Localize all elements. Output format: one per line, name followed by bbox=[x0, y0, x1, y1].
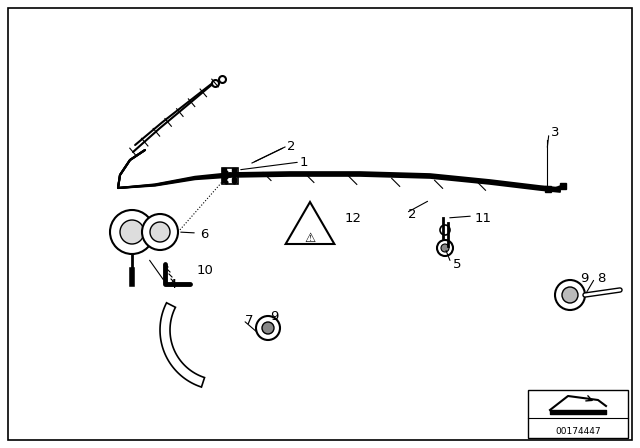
Text: 10: 10 bbox=[197, 263, 214, 276]
Text: 9: 9 bbox=[580, 271, 588, 284]
Text: 3: 3 bbox=[551, 126, 559, 139]
Circle shape bbox=[440, 225, 450, 235]
Text: 4: 4 bbox=[168, 279, 177, 292]
Text: 5: 5 bbox=[453, 258, 461, 271]
Circle shape bbox=[120, 220, 144, 244]
Text: 2: 2 bbox=[287, 141, 296, 154]
Text: 11: 11 bbox=[475, 211, 492, 224]
Circle shape bbox=[256, 316, 280, 340]
Circle shape bbox=[150, 222, 170, 242]
Text: 6: 6 bbox=[200, 228, 209, 241]
Circle shape bbox=[562, 287, 578, 303]
Circle shape bbox=[437, 240, 453, 256]
Text: 8: 8 bbox=[597, 271, 605, 284]
Circle shape bbox=[142, 214, 178, 250]
Text: 12: 12 bbox=[345, 211, 362, 224]
Text: 2: 2 bbox=[408, 208, 417, 221]
Text: 00174447: 00174447 bbox=[555, 426, 601, 435]
Bar bbox=[528, 390, 628, 438]
Polygon shape bbox=[285, 202, 334, 244]
Text: 1: 1 bbox=[300, 155, 308, 168]
Circle shape bbox=[262, 322, 274, 334]
Circle shape bbox=[110, 210, 154, 254]
Circle shape bbox=[555, 280, 585, 310]
Polygon shape bbox=[160, 303, 205, 387]
Text: ⚠: ⚠ bbox=[305, 232, 316, 245]
Circle shape bbox=[441, 244, 449, 252]
Bar bbox=[222, 168, 238, 184]
Text: 7: 7 bbox=[245, 314, 253, 327]
Text: 9: 9 bbox=[270, 310, 278, 323]
